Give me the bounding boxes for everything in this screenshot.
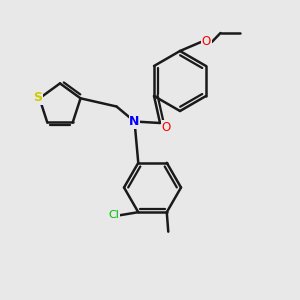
Text: O: O xyxy=(161,121,171,134)
Text: Cl: Cl xyxy=(108,210,119,220)
Text: S: S xyxy=(34,91,43,104)
Text: O: O xyxy=(202,35,211,49)
Text: N: N xyxy=(129,115,140,128)
